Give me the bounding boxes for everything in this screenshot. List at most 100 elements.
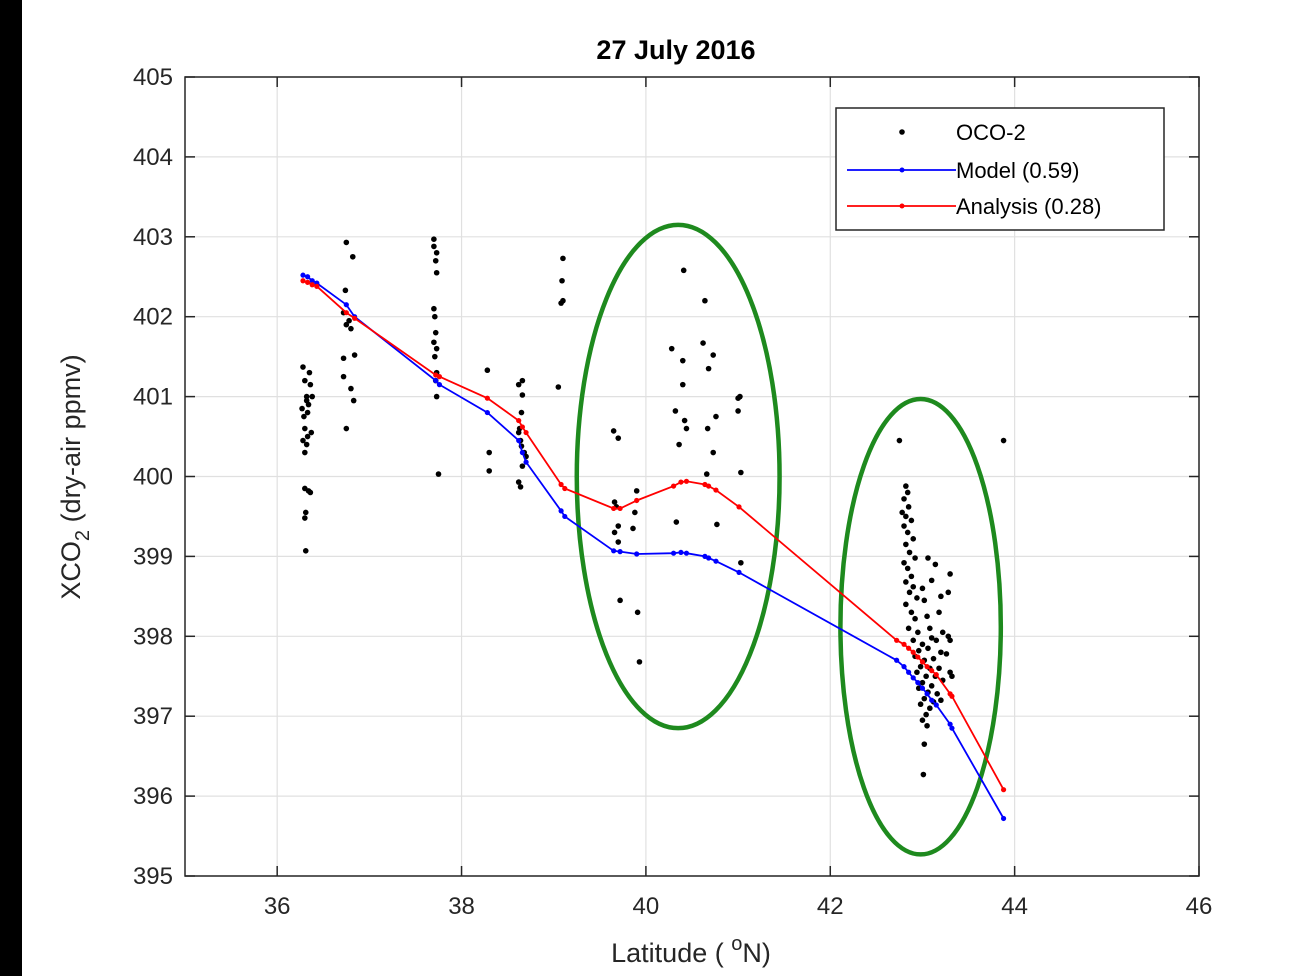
oco2-point	[555, 384, 562, 390]
oco2-point	[710, 449, 717, 456]
oco2-point	[306, 369, 313, 376]
model-marker	[678, 549, 684, 556]
model-marker	[611, 548, 617, 554]
oco2-point	[486, 449, 493, 456]
oco2-point	[927, 705, 933, 712]
analysis-marker	[901, 641, 907, 647]
oco2-point	[340, 355, 347, 362]
oco2-point	[904, 565, 911, 572]
oco2-point	[947, 571, 953, 577]
oco2-point	[703, 471, 710, 477]
oco2-point	[486, 468, 493, 474]
oco2-point	[920, 771, 927, 778]
oco2-point	[901, 559, 907, 566]
oco2-point	[351, 352, 358, 358]
analysis-marker	[949, 693, 955, 699]
analysis-marker	[910, 649, 916, 655]
model-marker	[519, 449, 525, 456]
oco2-point	[908, 573, 915, 580]
oco2-point	[919, 679, 926, 686]
oco2-point	[1000, 437, 1007, 444]
oco2-point	[910, 536, 917, 542]
oco2-point	[432, 353, 438, 360]
oco2-point	[615, 523, 622, 529]
oco2-point	[432, 329, 439, 336]
oco2-point	[518, 409, 525, 416]
y-tick-label: 397	[133, 703, 173, 730]
oco2-point	[432, 313, 438, 320]
oco2-point	[919, 717, 926, 723]
oco2-point	[615, 539, 622, 545]
x-tick-label: 38	[448, 893, 475, 920]
analysis-marker	[915, 654, 921, 660]
legend: OCO-2 Model (0.59) Analysis (0.28)	[835, 107, 1165, 231]
analysis-marker	[519, 424, 525, 430]
oco2-point	[303, 441, 310, 448]
model-marker	[670, 550, 677, 556]
oco2-point	[303, 393, 310, 400]
analysis-marker	[484, 395, 490, 401]
oco2-point	[903, 601, 909, 608]
oco2-point	[928, 577, 935, 584]
oco2-point	[519, 377, 526, 384]
plot-series	[299, 236, 1007, 822]
oco2-point	[634, 609, 641, 616]
model-marker	[433, 378, 439, 384]
oco2-point	[679, 381, 686, 388]
analysis-marker	[924, 664, 930, 670]
model-marker	[484, 409, 490, 416]
oco2-point	[899, 509, 905, 516]
oco2-point	[923, 711, 929, 718]
oco2-point	[903, 483, 909, 489]
oco2-point	[431, 236, 437, 242]
oco2-point	[611, 529, 618, 536]
oco2-point	[519, 392, 526, 398]
model-marker	[523, 459, 529, 465]
y-tick-label: 400	[133, 464, 173, 491]
ticks: 36 38 40 42 44 46 395 396 397 398 399 400 401 402 403 4…	[133, 64, 1212, 920]
analysis-marker	[634, 497, 640, 504]
oco2-point	[735, 408, 741, 414]
oco2-point	[305, 401, 312, 408]
oco2-point	[921, 695, 928, 702]
model-marker	[949, 725, 955, 731]
oco2-point	[632, 509, 638, 516]
oco2-point	[936, 665, 942, 672]
oco2-point	[917, 701, 924, 708]
oco2-point	[346, 317, 352, 324]
oco2-point	[519, 463, 526, 469]
oco2-point	[559, 277, 565, 284]
oco2-point	[934, 691, 941, 697]
oco2-point	[906, 549, 913, 556]
oco2-point	[906, 589, 913, 596]
y-tick-label: 405	[133, 64, 173, 91]
oco2-point	[912, 555, 918, 561]
oco2-point	[917, 663, 924, 670]
analysis-marker	[314, 283, 320, 289]
oco2-point	[704, 425, 711, 432]
legend-box	[835, 107, 1165, 231]
oco2-point	[300, 364, 306, 370]
oco2-point	[938, 697, 944, 704]
oco2-point	[914, 595, 920, 601]
legend-label-analysis: Analysis (0.28)	[956, 194, 1102, 219]
model-marker	[343, 302, 349, 308]
oco2-point	[433, 269, 440, 276]
oco2-point	[432, 257, 439, 264]
oco2-point	[560, 255, 566, 262]
oco2-point	[435, 471, 442, 477]
analysis-marker	[523, 429, 529, 436]
x-tick-label: 46	[1186, 893, 1213, 920]
model-marker	[910, 675, 916, 681]
oco2-point	[737, 393, 743, 400]
oco2-point	[928, 635, 935, 641]
model-marker	[901, 664, 907, 670]
oco2-point	[700, 340, 706, 346]
oco2-point	[348, 325, 354, 332]
oco2-point	[896, 437, 903, 444]
analysis-marker	[300, 278, 306, 284]
model-marker	[894, 657, 900, 663]
series-model	[300, 272, 1007, 822]
oco2-point	[433, 345, 440, 352]
oco2-point	[350, 397, 357, 404]
